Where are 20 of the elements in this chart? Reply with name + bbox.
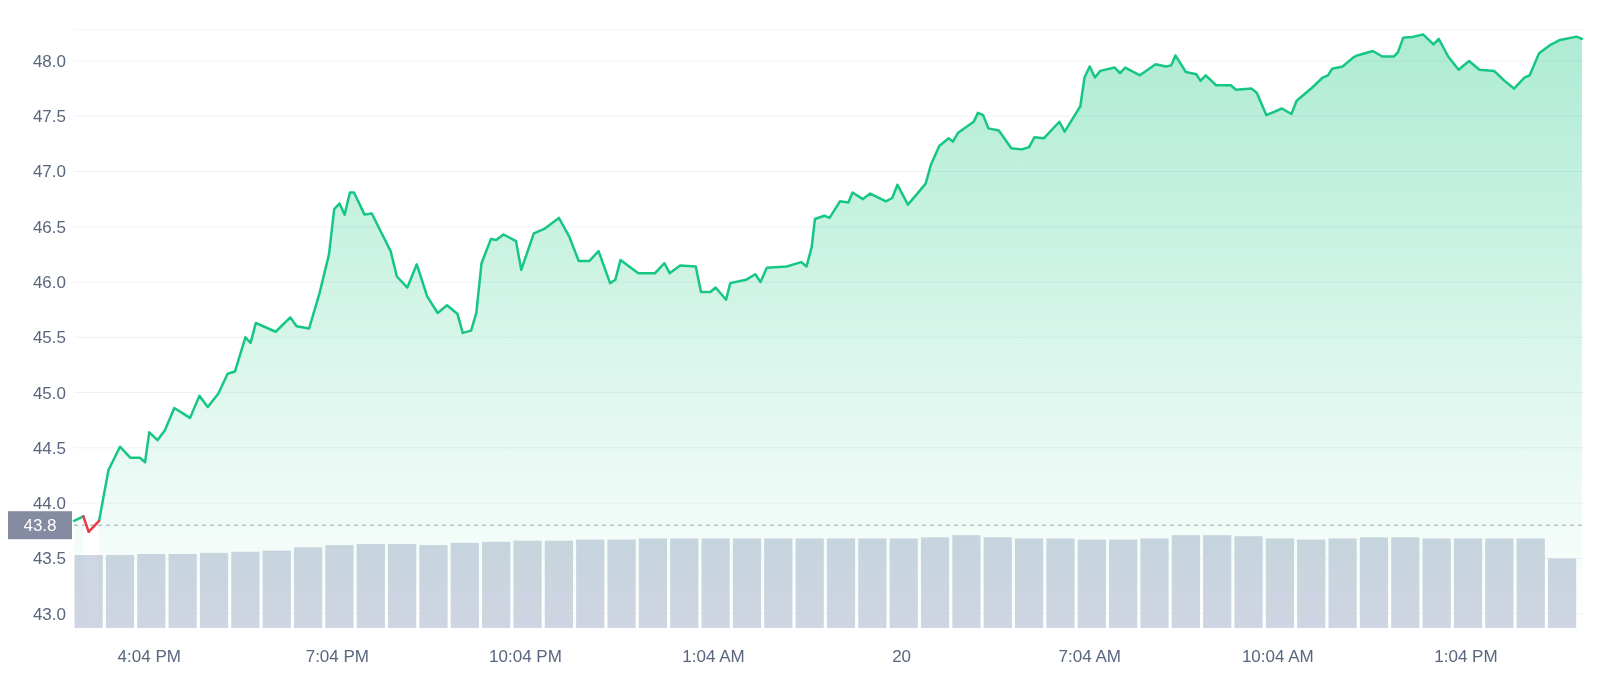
y-tick-label: 47.5	[32, 107, 66, 127]
x-tick-label: 7:04 AM	[1058, 647, 1121, 666]
x-tick-label: 10:04 AM	[1241, 647, 1314, 666]
y-tick-label: 46.5	[32, 217, 66, 237]
x-tick-label: 10:04 PM	[489, 647, 562, 666]
y-tick-label: 44.5	[32, 438, 66, 458]
x-tick-label: 1:04 PM	[1434, 647, 1498, 666]
x-tick-label: 1:04 AM	[682, 647, 745, 666]
y-tick-label: 43.0	[32, 604, 66, 624]
x-tick-label: 7:04 PM	[305, 647, 369, 666]
y-tick-label: 45.5	[32, 328, 66, 348]
ref-line-label: 43.8	[23, 516, 57, 536]
y-tick-label: 43.5	[32, 549, 66, 569]
y-tick-label: 44.0	[32, 494, 66, 514]
y-tick-label: 48.0	[32, 51, 66, 71]
y-tick-label: 47.0	[32, 162, 66, 182]
x-tick-label: 20	[892, 647, 912, 666]
y-tick-label: 45.0	[32, 383, 66, 403]
y-tick-label: 46.0	[32, 272, 66, 292]
x-tick-label: 4:04 PM	[117, 647, 181, 666]
